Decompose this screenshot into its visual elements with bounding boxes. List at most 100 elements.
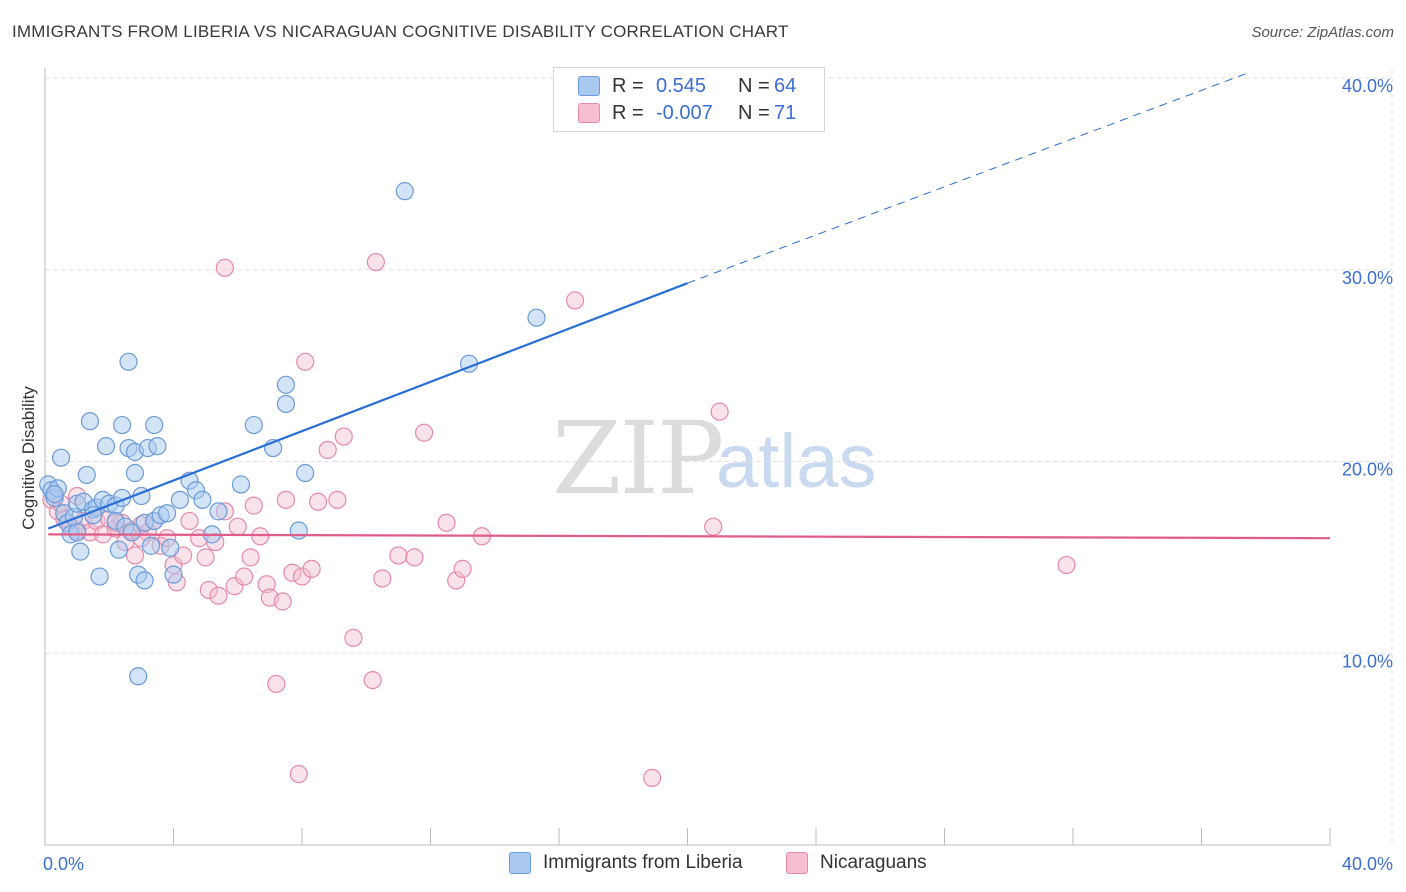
data-point-liberia [77,465,96,485]
data-point-nicaraguans [565,291,585,310]
grid-layer [45,70,1393,845]
data-point-liberia [161,538,180,557]
data-point-nicaraguans [1057,555,1076,575]
data-point-nicaraguans [244,496,263,515]
data-point-nicaraguans [373,569,392,588]
data-point-nicaraguans [366,252,385,272]
data-point-nicaraguans [235,567,254,586]
y-tick-label: 20.0% [1342,460,1393,480]
legend-row-nicaraguans: R = -0.007 N = 71 [578,100,796,126]
data-point-nicaraguans [437,513,456,532]
data-point-liberia [276,394,296,414]
data-point-liberia [209,502,228,521]
data-point-nicaraguans [209,586,228,605]
chart-title: IMMIGRANTS FROM LIBERIA VS NICARAGUAN CO… [12,22,789,41]
data-point-nicaraguans [199,580,218,600]
data-point-liberia [71,542,90,561]
bottom-swatch-blue [509,852,531,874]
correlation-legend: R = 0.545 N = 64 R = -0.007 N = 71 [553,67,825,132]
data-point-nicaraguans [328,490,347,509]
bottom-swatch-pink [786,852,808,874]
trend-lines [47,71,1331,540]
data-point-nicaraguans [292,567,312,586]
data-point-liberia [527,308,546,327]
liberia-points [39,182,546,686]
data-point-liberia [296,463,315,483]
data-point-liberia [395,182,414,201]
legend-r-value: 0.545 [656,74,707,97]
x-tick-label-start: 0.0% [43,854,84,874]
source-credit: Source: ZipAtlas.com [1251,24,1394,41]
legend-n-value: 64 [774,74,797,97]
legend-r-value: -0.007 [656,101,713,124]
y-tick-label: 30.0% [1342,268,1393,288]
data-point-liberia [193,490,212,509]
legend-n-label: N = [738,101,770,124]
data-point-nicaraguans [289,764,308,784]
data-point-nicaraguans [414,423,434,442]
data-point-liberia [141,536,161,555]
data-point-nicaraguans [225,577,244,596]
bottom-legend-liberia: Immigrants from Liberia [509,852,743,874]
axis-layer [44,68,1331,846]
y-tick-label: 40.0% [1342,76,1393,96]
data-point-liberia [96,437,116,456]
data-point-nicaraguans [296,352,315,371]
trend-line-liberia [47,282,688,530]
bottom-legend-label-liberia: Immigrants from Liberia [543,852,743,873]
trend-line-liberia-extension [687,71,1250,284]
data-point-nicaraguans [215,258,234,277]
axis-labels: 10.0% 20.0% 30.0% 40.0% 0.0% 40.0% Cognitive D… [19,76,1393,874]
data-point-liberia [145,415,164,435]
trend-line-nicaraguans [48,533,1331,540]
data-point-liberia [148,437,167,456]
data-point-liberia [170,490,190,509]
data-point-liberia [135,571,154,590]
legend-r-label: R = [612,74,644,97]
data-point-liberia [90,567,109,586]
data-point-nicaraguans [125,546,145,565]
data-point-liberia [109,540,128,559]
data-point-nicaraguans [453,559,472,578]
data-point-nicaraguans [318,440,337,460]
bottom-legend-nicaraguans: Nicaraguans [786,852,927,874]
data-point-nicaraguans [447,571,466,590]
data-point-nicaraguans [228,517,247,536]
legend-n-value: 71 [774,101,797,124]
data-point-liberia [129,667,148,686]
legend-swatch-blue [578,76,600,96]
data-point-nicaraguans [273,592,292,611]
data-point-liberia [119,352,138,371]
data-point-liberia [276,375,296,394]
data-point-liberia [80,412,100,431]
data-point-liberia [157,504,177,523]
data-point-liberia [51,448,71,467]
data-point-nicaraguans [710,402,729,421]
data-point-liberia [244,415,263,435]
data-point-liberia [122,523,141,542]
legend-r-label: R = [612,101,644,124]
data-point-nicaraguans [241,548,260,567]
x-tick-label-end: 40.0% [1342,854,1393,874]
data-point-nicaraguans [405,548,424,567]
data-point-liberia [112,415,132,435]
data-point-liberia [68,523,87,542]
data-point-nicaraguans [180,511,199,531]
data-point-nicaraguans [363,670,382,690]
data-point-nicaraguans [302,559,321,578]
data-point-liberia [231,475,251,494]
data-point-nicaraguans [643,768,662,787]
legend-n-label: N = [738,74,770,97]
data-point-nicaraguans [257,575,276,594]
data-point-nicaraguans [283,563,302,582]
data-point-liberia [125,463,145,483]
data-point-nicaraguans [334,427,353,446]
legend-swatch-pink [578,103,600,123]
data-point-liberia [45,484,64,504]
data-point-nicaraguans [344,628,363,648]
data-point-nicaraguans [389,546,408,565]
data-point-nicaraguans [196,548,215,567]
data-point-nicaraguans [276,490,296,509]
data-point-nicaraguans [251,527,270,546]
